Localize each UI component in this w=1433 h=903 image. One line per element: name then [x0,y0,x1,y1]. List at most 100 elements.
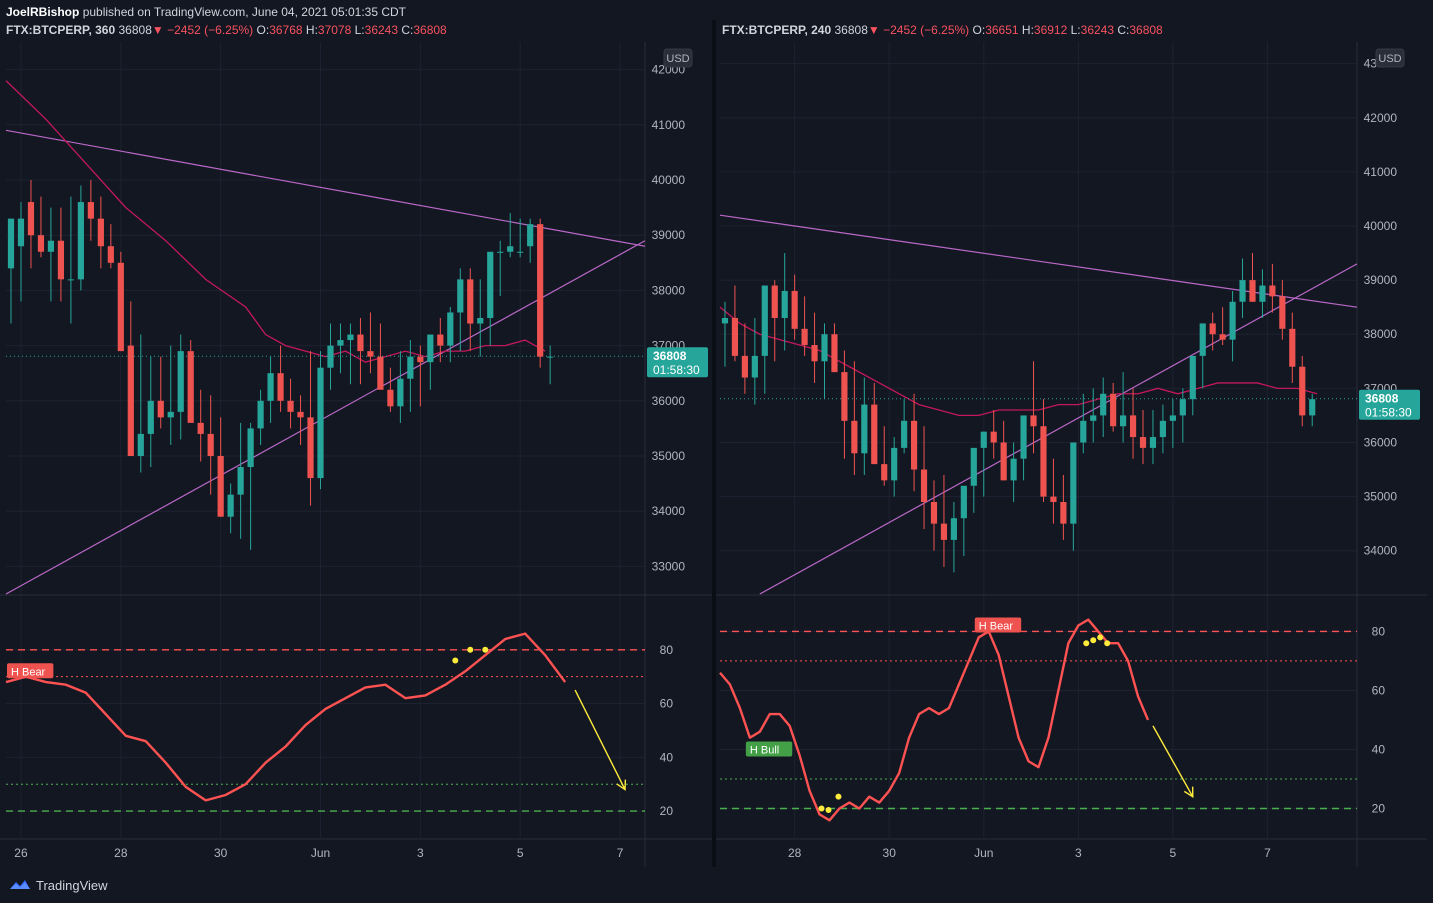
time-axis-label: 7 [617,846,624,860]
candle-body [1229,301,1236,340]
candle-body [1289,328,1296,367]
candle-body [831,334,838,373]
symbol-label[interactable]: FTX:BTCPERP, 240 [722,23,832,37]
price-axis-label: 34000 [652,504,686,518]
candle-body [821,334,828,362]
candle-body [1090,415,1097,421]
panel-divider[interactable] [712,20,716,867]
candle-body [117,262,124,352]
candle-body [207,433,214,456]
candle-body [1020,415,1027,459]
footer-bar: TradingView [0,867,1433,903]
signal-dot [818,805,825,812]
price-axis-label: 40000 [1364,219,1398,233]
tradingview-logo[interactable]: TradingView [8,877,108,893]
rsi-line [719,618,1150,822]
chart-panel-left[interactable]: 33000 34000 35000 36000 37000 38000 39000 40000… [0,20,712,867]
candle-body [287,400,294,412]
price-axis-label: 38000 [1364,327,1398,341]
signal-dot [1097,634,1104,641]
candle-body [920,469,928,502]
publish-text: published on TradingView.com, June 04, 2… [82,5,407,19]
symbol-label[interactable]: FTX:BTCPERP, 360 [6,23,116,37]
candle-body [257,400,264,429]
rsi-axis-label: 40 [1372,742,1386,756]
candle-body [407,356,414,379]
last-price-badge [647,347,708,378]
divergence-badge [745,741,793,757]
currency-badge [1375,48,1405,68]
divergence-badge [974,617,1022,633]
trendline [759,263,1358,595]
time-axis-label: 5 [1170,846,1177,860]
time-axis-label: 30 [214,846,228,860]
time-axis-label: 28 [114,846,128,860]
signal-dot [825,806,832,813]
candle-body [1149,437,1157,448]
divergence-label: H Bear [979,621,1014,633]
tradingview-brand: TradingView [36,877,108,893]
down-arrow-icon: ▼ [151,23,164,37]
price-axis-label: 39000 [1364,273,1398,287]
candle-body [930,502,938,524]
candle-body [187,351,194,423]
candle-body [1209,323,1216,335]
rsi-axis-label: 80 [1372,624,1386,638]
price-value: 36808 [118,23,152,37]
candle-body [1249,280,1256,302]
publisher-name[interactable]: JoelRBishop [6,5,80,19]
symbol-legend-left: FTX:BTCPERP, 360 36808▼ −2452 (−6.25%) O… [6,23,447,37]
candle-body [447,312,454,346]
time-axis-label: 28 [788,846,802,860]
candle-body [457,279,464,313]
candle-body [137,433,144,456]
last-price-label: 36808 [653,349,687,363]
candle-body [27,202,35,236]
candle-body [861,404,868,454]
candle-body [397,378,404,407]
trendline [5,240,646,595]
candle-body [871,404,878,465]
candle-body [1030,415,1037,427]
time-axis-label: 3 [1075,846,1082,860]
candle-body [467,279,474,324]
candle-body [147,400,154,434]
candle-body [157,400,164,418]
candle-body [1110,393,1117,427]
candle-body [347,334,354,341]
candle-body [247,428,254,468]
candle-body [980,431,987,448]
candle-body [507,246,514,252]
candle-body [417,356,424,363]
candle-body [1309,399,1316,416]
high-value: 36912 [1033,23,1068,37]
candle-body [1100,393,1107,416]
candle-body [237,467,244,495]
candle-body [851,420,858,454]
candle-body [1189,355,1196,400]
bar-countdown: 01:58:30 [653,363,700,377]
candle-body [57,240,65,280]
rsi-axis-label: 80 [660,643,674,657]
signal-dot [467,646,474,653]
candle-body [1219,334,1226,340]
chart-svg-left[interactable]: 3300034000350003600037000380003900040000… [0,20,712,867]
tradingview-cloud-icon [10,880,30,889]
candle-body [1239,280,1246,302]
time-axis-label: 26 [14,846,28,860]
rsi-axis-label: 60 [660,697,674,711]
candle-body [17,218,25,247]
candle-body [801,328,808,346]
candle-body [1269,285,1276,297]
chart-panel-right[interactable]: 34000 35000 36000 37000 38000 39000 40000 41000… [716,20,1427,867]
candle-body [67,279,74,281]
bar-countdown: 01:58:30 [1365,406,1412,420]
candle-body [1279,296,1286,329]
open-value: 36651 [985,23,1019,37]
time-axis-label: 7 [1264,846,1271,860]
chart-svg-right[interactable]: 3400035000360003700038000390004000041000… [716,20,1427,867]
signal-dot [452,657,459,664]
candle-body [1159,420,1166,438]
candle-body [781,290,788,318]
candle-body [1000,442,1007,481]
